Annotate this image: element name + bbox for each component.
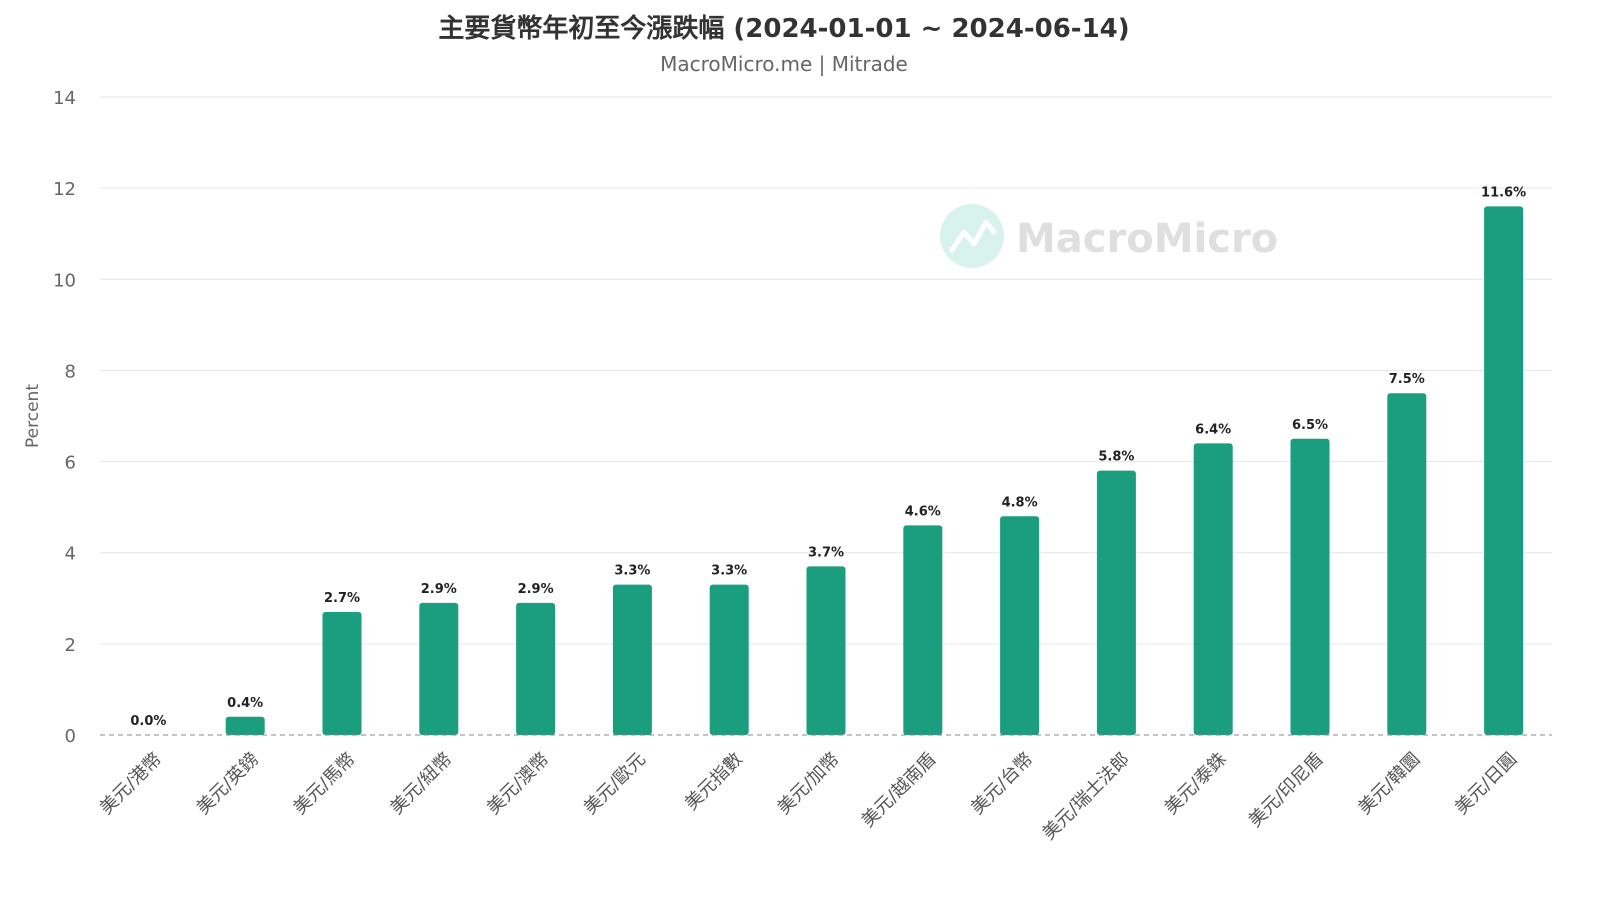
x-tick-label: 美元/日圓 (1451, 749, 1521, 819)
watermark: MacroMicro (940, 204, 1278, 268)
bar (1484, 206, 1524, 735)
data-label: 0.0% (130, 714, 166, 729)
x-tick-label: 美元/台幣 (967, 749, 1037, 819)
bar (516, 602, 556, 735)
data-label: 4.6% (905, 504, 941, 519)
bar (225, 716, 265, 735)
bar (1096, 470, 1136, 735)
data-label: 2.9% (518, 582, 554, 597)
data-label: 3.3% (614, 564, 650, 579)
data-label: 3.7% (808, 545, 844, 560)
y-tick-label: 4 (65, 544, 76, 565)
watermark-text: MacroMicro (1016, 216, 1278, 262)
bar (1000, 516, 1040, 735)
x-tick-label: 美元/越南盾 (858, 749, 941, 832)
x-tick-label: 美元/韓圜 (1354, 749, 1424, 819)
x-tick-label: 美元/印尼盾 (1245, 749, 1328, 832)
y-axis-label: Percent (23, 384, 43, 448)
bars (225, 206, 1524, 735)
watermark-logo-icon (940, 204, 1004, 268)
watermark-chart-glyph (949, 219, 997, 253)
x-tick-label: 美元/紐幣 (386, 749, 456, 819)
y-axis-ticks: 0 2 4 6 8 10 12 14 (53, 88, 76, 747)
x-tick-label: 美元/港幣 (96, 749, 166, 819)
data-label: 0.4% (227, 696, 263, 711)
bar (1387, 393, 1427, 735)
x-tick-label: 美元/瑞士法郎 (1038, 749, 1134, 845)
y-tick-label: 10 (53, 270, 76, 291)
y-tick-label: 12 (53, 179, 76, 200)
x-tick-label: 美元指數 (681, 749, 747, 815)
data-label: 11.6% (1481, 185, 1526, 200)
data-label: 6.4% (1195, 422, 1231, 437)
x-tick-label: 美元/加幣 (773, 749, 843, 819)
bar (1193, 443, 1233, 735)
y-tick-label: 2 (65, 635, 76, 656)
data-label: 2.7% (324, 591, 360, 606)
data-label: 2.9% (421, 582, 457, 597)
data-label: 7.5% (1389, 372, 1425, 387)
bar (612, 584, 652, 735)
data-label: 3.3% (711, 564, 747, 579)
bar (1290, 438, 1330, 735)
x-tick-label: 美元/泰銖 (1161, 749, 1231, 819)
x-tick-label: 美元/澳幣 (483, 749, 553, 819)
data-labels: 0.0% 0.4% 2.7% 2.9% 2.9% 3.3% 3.3% 3.7% 4.6% 4.8%… (130, 185, 1526, 729)
chart-title: 主要貨幣年初至今漲跌幅 (2024-01-01 ~ 2024-06-14) (438, 14, 1130, 44)
data-label: 6.5% (1292, 418, 1328, 433)
chart-subtitle: MacroMicro.me | Mitrade (660, 52, 908, 76)
bar (806, 566, 846, 735)
bar (709, 584, 749, 735)
y-tick-label: 0 (65, 726, 76, 747)
x-axis-ticks: 美元/港幣 美元/英鎊 美元/馬幣 美元/紐幣 美元/澳幣 美元/歐元 美元指數 美元/加幣美… (96, 749, 1521, 845)
y-tick-label: 14 (53, 88, 76, 109)
data-label: 4.8% (1002, 495, 1038, 510)
bar (903, 525, 943, 735)
x-tick-label: 美元/歐元 (580, 749, 650, 819)
bar (322, 611, 362, 735)
x-tick-label: 美元/馬幣 (289, 749, 359, 819)
x-tick-label: 美元/英鎊 (193, 749, 263, 819)
gridlines (100, 96, 1552, 645)
y-tick-label: 8 (65, 361, 76, 382)
bar (419, 602, 459, 735)
data-label: 5.8% (1098, 450, 1134, 465)
y-tick-label: 6 (65, 453, 76, 474)
